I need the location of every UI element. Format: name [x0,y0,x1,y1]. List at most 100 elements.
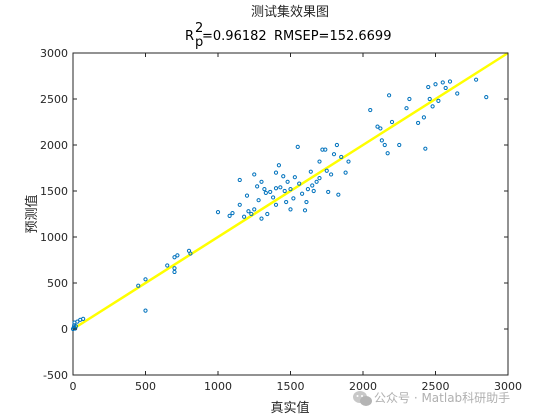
data-point [215,210,221,215]
data-point [426,84,431,90]
data-point [165,263,170,268]
data-point [329,172,334,177]
data-point [368,107,373,113]
data-point [343,170,348,175]
data-point [273,202,279,207]
data-point [378,126,383,131]
chart-subtitle: R 2 p =0.96182 RMSEP=152.6699 [185,21,391,50]
data-point [297,181,302,186]
data-point [281,174,286,179]
data-point [276,163,281,168]
data-point [323,147,328,152]
data-point [407,96,412,102]
y-tick-label: 1000 [40,231,68,244]
data-point [387,93,392,98]
data-point [443,85,448,91]
data-point [252,172,257,177]
y-tick-label: 0 [61,323,68,336]
data-point [143,308,148,313]
data-point [317,159,322,164]
data-point [259,216,264,221]
data-point [346,159,351,164]
plot-area [72,52,509,376]
data-point [249,211,254,217]
r-symbol: R [185,29,194,44]
data-point [336,192,341,197]
data-point [317,176,322,181]
data-point [262,187,267,192]
data-point [440,80,445,85]
data-point [268,189,273,195]
data-point [244,193,250,198]
y-tick-label: 500 [47,277,68,290]
data-point [397,142,402,148]
y-axis-ticks: -500 0 500 1000 1500 2000 2500 3000 [40,47,508,382]
r-subscript: p [195,35,203,50]
y-axis-label: 预测值 [24,194,40,233]
data-point [334,142,339,148]
x-axis-label: 真实值 [270,400,309,416]
data-point [175,253,180,258]
data-point [263,190,268,195]
data-point [284,199,289,205]
data-point [285,179,290,184]
data-point [230,210,235,216]
data-point [304,199,309,205]
x-tick-label: 1500 [277,380,305,393]
data-point [324,168,329,173]
x-tick-label: 2500 [422,380,450,393]
data-point [136,283,141,288]
data-point [227,213,232,218]
data-point [423,146,428,151]
data-point [172,255,177,260]
data-point [300,191,305,196]
data-point [436,98,441,103]
x-tick-label: 500 [135,380,156,393]
data-point [305,187,310,192]
data-point [389,119,395,125]
data-point [75,319,80,324]
data-point [288,207,293,212]
data-point [271,195,276,200]
data-point [246,209,251,214]
data-point [484,95,489,100]
data-point [188,251,193,256]
data-point [375,124,380,129]
chart-title: 测试集效果图 [251,4,329,20]
y-tick-label: -500 [43,369,68,382]
data-point [314,179,319,184]
data-point [404,106,409,111]
r-superscript: 2 [195,21,203,36]
data-point [310,183,315,188]
data-point [416,120,421,126]
data-point [447,79,453,84]
x-axis-ticks: 0 500 1000 1500 2000 2500 3000 [70,53,522,393]
data-point [326,189,331,195]
data-point [292,175,297,180]
data-point [331,152,337,157]
data-point [256,198,261,203]
y-tick-label: 2500 [40,93,68,106]
data-point [474,77,479,82]
data-point [455,91,460,96]
data-point [278,185,283,190]
watermark: 公众号 · Matlab科研助手 [353,391,510,406]
r-value: =0.96182 [202,29,267,44]
data-point [242,214,247,219]
data-point [255,184,260,189]
y-tick-label: 1500 [40,185,68,198]
rmsep-value: RMSEP=152.6699 [274,29,391,44]
data-point [302,208,308,213]
data-point [421,115,426,120]
data-point [288,187,293,192]
data-point [273,186,279,191]
data-point [73,324,79,329]
data-point [259,179,264,184]
data-point [81,316,86,321]
scatter-points [70,77,489,332]
data-point [433,82,438,87]
wechat-icon [353,391,372,406]
data-point [237,177,242,183]
data-point [252,207,257,212]
watermark-text: 公众号 · Matlab科研助手 [374,391,510,405]
